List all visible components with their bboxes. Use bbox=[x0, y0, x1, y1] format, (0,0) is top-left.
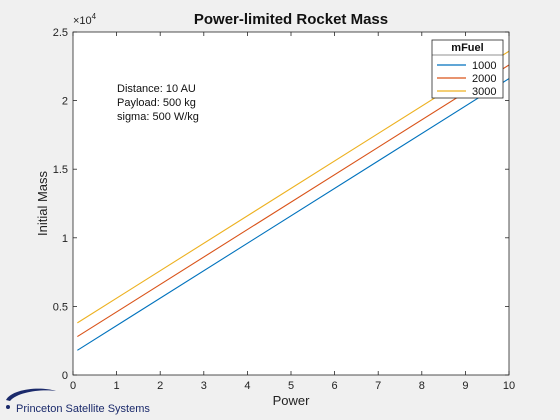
legend-box bbox=[431, 39, 504, 99]
x-tick-label: 1 bbox=[114, 380, 120, 392]
y-tick-label: 2.5 bbox=[53, 27, 68, 39]
legend-label-1000: 1000 bbox=[472, 60, 496, 72]
x-tick-label: 3 bbox=[201, 380, 207, 392]
series-line-1000 bbox=[77, 78, 510, 351]
annotation-distance: Distance: 10 AU bbox=[117, 83, 196, 95]
y-tick-label: 0.5 bbox=[53, 301, 68, 313]
y-exponent-power: 4 bbox=[92, 12, 97, 21]
legend-label-2000: 2000 bbox=[472, 73, 496, 85]
x-tick-label: 4 bbox=[244, 380, 250, 392]
y-tick-label: 1 bbox=[62, 233, 68, 245]
axis-ticks: 0 1 2 3 4 5 6 7 8 9 10 0 0.5 1 1.5 2 2.5 bbox=[53, 27, 515, 392]
plot-frame bbox=[72, 31, 510, 376]
x-tick-label: 2 bbox=[157, 380, 163, 392]
y-exponent-label: ×104 bbox=[73, 12, 97, 27]
annotation-payload: Payload: 500 kg bbox=[117, 97, 196, 109]
y-axis-label: Initial Mass bbox=[35, 170, 50, 236]
x-tick-label: 0 bbox=[70, 380, 76, 392]
brand-logo: Princeton Satellite Systems bbox=[6, 388, 150, 415]
chart-title: Power-limited Rocket Mass bbox=[194, 11, 388, 28]
x-tick-label: 7 bbox=[375, 380, 381, 392]
x-tick-label: 8 bbox=[419, 380, 425, 392]
x-tick-label: 6 bbox=[332, 380, 338, 392]
legend-title: mFuel bbox=[451, 42, 483, 54]
legend-label-3000: 3000 bbox=[472, 86, 496, 98]
annotation-block: Distance: 10 AU Payload: 500 kg sigma: 5… bbox=[117, 83, 199, 123]
brand-logo-text: Princeton Satellite Systems bbox=[16, 403, 150, 415]
logo-swoosh-icon bbox=[6, 388, 56, 401]
annotation-sigma: sigma: 500 W/kg bbox=[117, 111, 199, 123]
y-tick-label: 0 bbox=[62, 370, 68, 382]
x-tick-label: 9 bbox=[462, 380, 468, 392]
logo-dot-icon bbox=[6, 405, 10, 409]
x-tick-label: 10 bbox=[503, 380, 515, 392]
y-exponent-base: ×10 bbox=[73, 15, 92, 27]
x-tick-label: 5 bbox=[288, 380, 294, 392]
series-line-2000 bbox=[77, 64, 510, 338]
y-tick-label: 1.5 bbox=[53, 164, 68, 176]
y-tick-label: 2 bbox=[62, 96, 68, 108]
x-axis-label: Power bbox=[273, 393, 311, 408]
